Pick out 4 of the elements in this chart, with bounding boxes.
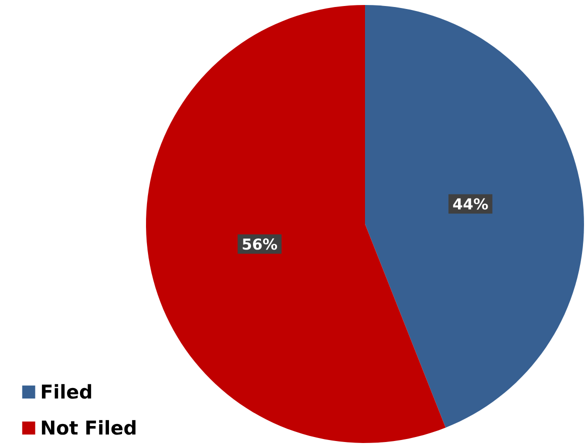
data-label: 56% bbox=[242, 238, 278, 250]
legend-label: Filed bbox=[42, 384, 92, 399]
data-label: 44% bbox=[453, 198, 488, 210]
legend-label: Not Filed bbox=[42, 420, 136, 435]
